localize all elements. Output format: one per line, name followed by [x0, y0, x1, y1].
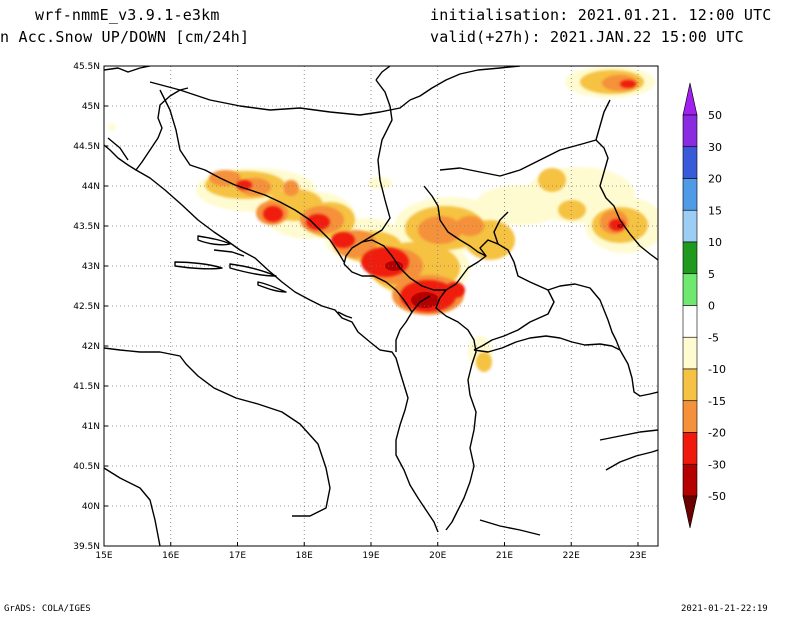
legend-swatch	[682, 273, 698, 306]
legend-swatch	[682, 368, 698, 402]
lon-label: 17E	[229, 551, 246, 561]
lat-label: 39.5N	[73, 542, 100, 552]
model-title: wrf-nmmE_v3.9.1-e3km	[35, 6, 220, 24]
legend-label: 15	[708, 204, 722, 217]
lat-label: 44.5N	[73, 142, 100, 152]
lon-label: 18E	[296, 551, 313, 561]
legend-bottom-arrow	[682, 495, 698, 529]
lat-label: 43N	[82, 262, 100, 272]
legend-label: 30	[708, 141, 722, 154]
lat-label: 44N	[82, 182, 100, 192]
lon-label: 20E	[429, 551, 446, 561]
axis-labels: 15E 16E 17E 18E 19E 20E 21E 22E 23E 45.5N 45N 44.5N…	[73, 62, 647, 561]
legend-label: 10	[708, 236, 722, 249]
legend-label: 20	[708, 173, 722, 186]
legend-swatch	[682, 400, 698, 433]
lon-label: 22E	[563, 551, 580, 561]
legend-label: 5	[708, 268, 715, 281]
lat-label: 42N	[82, 342, 100, 352]
legend-label: -15	[708, 395, 726, 408]
legend-label: -30	[708, 458, 726, 471]
legend-label: -50	[708, 490, 726, 503]
legend-label: 0	[708, 300, 715, 313]
lat-label: 41N	[82, 422, 100, 432]
lat-label: 45N	[82, 102, 100, 112]
legend-swatch	[682, 209, 698, 243]
lon-label: 23E	[629, 551, 646, 561]
legend-swatch	[682, 178, 698, 211]
legend-swatch	[682, 432, 698, 465]
legend-label: 50	[708, 109, 722, 122]
legend-swatch	[682, 146, 698, 179]
lat-label: 43.5N	[73, 222, 100, 232]
init-time: initialisation: 2021.01.21. 12:00 UTC	[430, 6, 772, 24]
legend-label: -10	[708, 363, 726, 376]
field-title: n Acc.Snow UP/DOWN [cm/24h]	[0, 28, 250, 46]
coastlines-and-borders	[104, 66, 658, 546]
legend-swatch	[682, 463, 698, 497]
legend-label: -20	[708, 427, 726, 440]
lat-label: 40.5N	[73, 462, 100, 472]
lon-label: 15E	[95, 551, 112, 561]
lat-label: 45.5N	[73, 62, 100, 72]
legend-swatch	[682, 305, 698, 338]
legend-top-arrow	[682, 82, 698, 116]
lon-label: 19E	[362, 551, 379, 561]
footer-left: GrADS: COLA/IGES	[4, 604, 91, 614]
footer-right: 2021-01-21-22:19	[681, 604, 768, 614]
legend-label: -5	[708, 331, 719, 344]
lat-label: 41.5N	[73, 382, 100, 392]
legend-swatch	[682, 114, 698, 148]
lat-label: 42.5N	[73, 302, 100, 312]
valid-time: valid(+27h): 2021.JAN.22 15:00 UTC	[430, 28, 744, 46]
lat-lon-grid	[104, 66, 658, 546]
legend-swatch	[682, 336, 698, 370]
lon-label: 21E	[496, 551, 513, 561]
snow-field	[108, 66, 658, 372]
lon-label: 16E	[162, 551, 179, 561]
legend-swatch	[682, 241, 698, 275]
lat-label: 40N	[82, 502, 100, 512]
